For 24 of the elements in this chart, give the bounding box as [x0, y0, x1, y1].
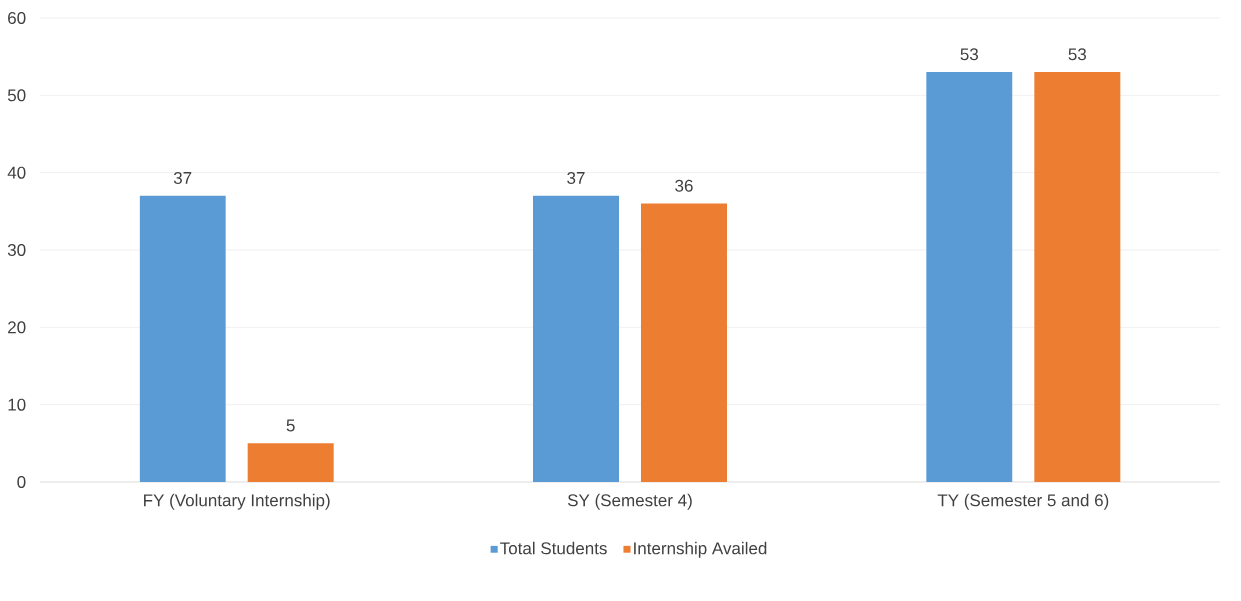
y-tick-label: 60 [8, 11, 26, 25]
data-label: 37 [173, 171, 192, 184]
y-tick-label: 20 [8, 321, 26, 334]
data-label: 5 [286, 419, 295, 432]
y-tick-label: 40 [7, 166, 26, 179]
y-tick-label: 0 [17, 475, 26, 489]
legend-label: Total Students [500, 541, 607, 555]
data-label: 36 [675, 179, 693, 192]
y-tick-label: 30 [7, 243, 26, 257]
x-tick-label: TY (Semester 5 and 6) [937, 493, 1109, 510]
y-tick-label: 10 [8, 398, 26, 411]
data-label: 37 [567, 171, 585, 184]
bar [247, 443, 334, 482]
bar [641, 203, 727, 482]
bar [1034, 72, 1121, 482]
bar [926, 72, 1013, 482]
y-tick-label: 50 [7, 89, 26, 102]
x-tick-label: SY (Semester 4) [567, 493, 692, 510]
x-tick-label: FY (Voluntary Internship) [144, 493, 330, 510]
data-label: 53 [960, 48, 979, 61]
legend-label: Internship Availed [634, 541, 767, 558]
bar [139, 195, 226, 482]
bar [533, 195, 619, 482]
data-label: 53 [1068, 48, 1087, 61]
